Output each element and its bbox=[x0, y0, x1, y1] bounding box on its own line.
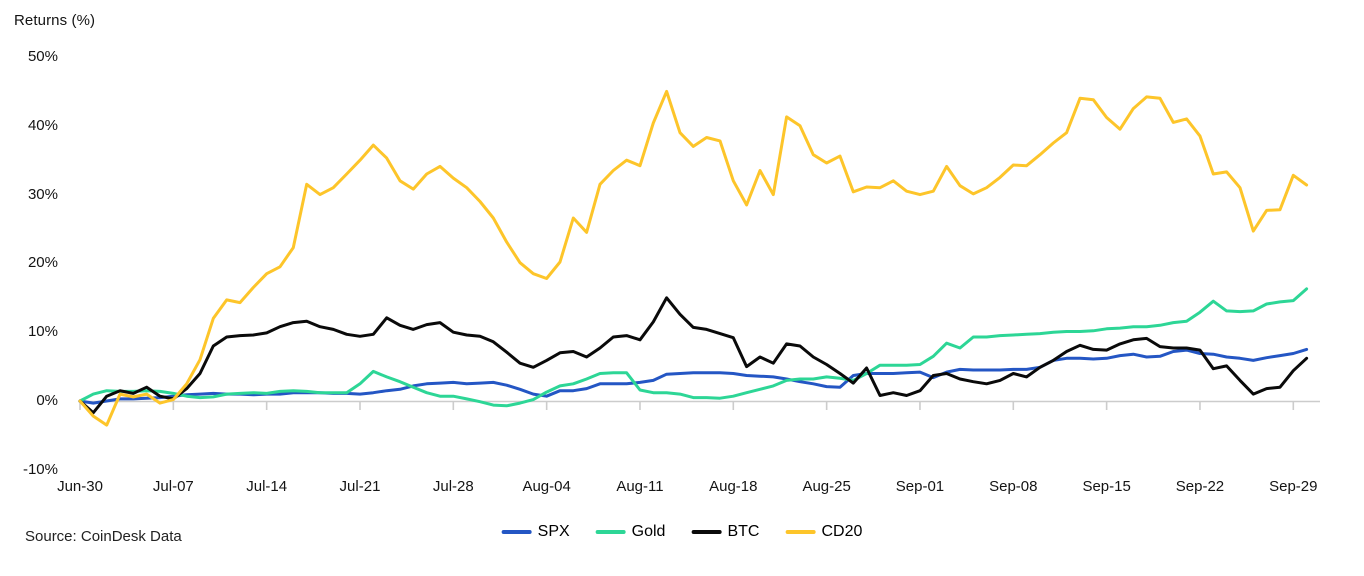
legend-label: CD20 bbox=[821, 523, 863, 540]
y-tick-label: -10% bbox=[22, 460, 58, 478]
source-text: Source: CoinDesk Data bbox=[25, 528, 182, 545]
y-tick-label: 40% bbox=[27, 116, 58, 134]
x-tick-label: Aug-25 bbox=[802, 478, 851, 495]
y-tick-label: 30% bbox=[27, 185, 58, 203]
legend-line-swatch-icon bbox=[785, 530, 816, 534]
legend-line-swatch-icon bbox=[691, 530, 722, 534]
x-tick-label: Aug-04 bbox=[522, 478, 571, 495]
chart-title: Returns (%) bbox=[14, 12, 96, 29]
series-line-cd20 bbox=[78, 89, 1309, 427]
chart-legend: SPX Gold BTC CD20 bbox=[501, 523, 862, 541]
x-tick-label: Sep-08 bbox=[989, 478, 1038, 495]
series-line-gold bbox=[78, 287, 1309, 408]
x-tick-label: Jun-30 bbox=[57, 478, 103, 495]
y-tick-label: 20% bbox=[27, 254, 58, 272]
x-tick-label: Aug-11 bbox=[616, 478, 664, 495]
x-tick-label: Jul-28 bbox=[432, 478, 474, 495]
legend-label: SPX bbox=[537, 523, 570, 540]
x-tick-label: Sep-01 bbox=[895, 478, 945, 495]
y-tick-label: 10% bbox=[27, 323, 58, 341]
x-tick-label: Aug-18 bbox=[709, 478, 758, 495]
legend-line-swatch-icon bbox=[501, 530, 532, 534]
legend-item-btc[interactable]: BTC bbox=[691, 523, 759, 541]
series-line-spx bbox=[78, 347, 1309, 405]
x-tick-label: Jul-07 bbox=[152, 478, 194, 495]
x-tick-label: Sep-22 bbox=[1175, 478, 1225, 495]
y-tick-label: 0% bbox=[36, 392, 58, 409]
y-tick-label: 50% bbox=[27, 48, 58, 65]
legend-item-cd20[interactable]: CD20 bbox=[785, 523, 862, 541]
x-tick-label: Jul-14 bbox=[246, 478, 288, 495]
legend-line-swatch-icon bbox=[595, 530, 626, 534]
series-line-btc bbox=[78, 296, 1309, 415]
x-tick-label: Sep-15 bbox=[1082, 478, 1131, 495]
x-tick-label: Jul-21 bbox=[339, 478, 381, 495]
legend-label: Gold bbox=[631, 523, 666, 540]
legend-label: BTC bbox=[727, 523, 760, 540]
legend-item-gold[interactable]: Gold bbox=[595, 523, 666, 541]
x-tick-label: Sep-29 bbox=[1269, 478, 1318, 495]
legend-item-spx[interactable]: SPX bbox=[501, 523, 570, 541]
